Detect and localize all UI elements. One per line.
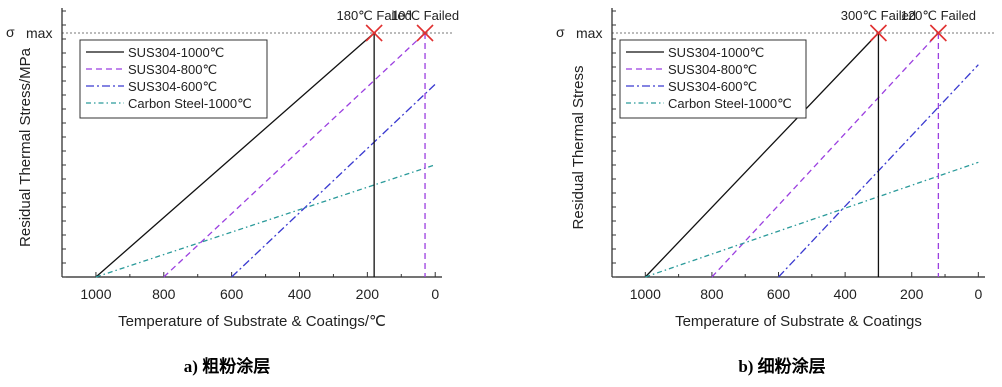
x-tick-label: 800: [700, 286, 724, 302]
legend-label: SUS304-600℃: [128, 79, 217, 94]
y-max-label: σ: [556, 24, 565, 40]
failure-x-marker: [929, 24, 947, 42]
x-tick-label: 400: [833, 286, 857, 302]
failure-annotation: 300℃ Failed: [841, 8, 916, 23]
y-max-label: σ: [6, 24, 15, 40]
x-tick-label: 600: [220, 286, 244, 302]
failure-x-stroke: [929, 24, 947, 42]
x-tick-label: 400: [288, 286, 312, 302]
failure-annotation: 120℃ Failed: [901, 8, 976, 23]
legend-label: SUS304-800℃: [668, 62, 757, 77]
series-line-0: [644, 32, 879, 278]
x-tick-label: 1000: [80, 286, 111, 302]
legend-label: SUS304-1000℃: [128, 45, 224, 60]
series-line-3: [95, 164, 436, 278]
panel-caption: a) 粗粉涂层: [184, 356, 270, 376]
series-line-3: [645, 161, 979, 278]
x-tick-label: 600: [767, 286, 791, 302]
x-tick-label: 200: [356, 286, 380, 302]
failure-x-stroke: [869, 24, 887, 42]
legend-box: [619, 39, 807, 119]
x-axis-title: Temperature of Substrate & Coatings: [675, 313, 922, 330]
legend-label: SUS304-1000℃: [668, 45, 764, 60]
series-line-0: [95, 32, 375, 278]
panel-caption: b) 细粉涂层: [738, 356, 825, 376]
legend-label: SUS304-800℃: [128, 62, 217, 77]
y-axis-title: Residual Thermal Stress: [570, 66, 587, 230]
y-axis-title: Residual Thermal Stress/MPa: [17, 47, 34, 247]
series-line-2: [231, 83, 436, 278]
failure-x-marker: [365, 24, 383, 42]
failure-x-stroke: [365, 24, 383, 42]
failure-annotation: 180℃ Failed: [336, 8, 411, 23]
x-tick-label: 200: [900, 286, 924, 302]
legend-label: SUS304-600℃: [668, 79, 757, 94]
failure-annotation: 10℃ Failed: [391, 8, 459, 23]
y-max-label-subscript: max: [26, 25, 52, 41]
legend-label: Carbon Steel-1000℃: [128, 96, 252, 111]
failure-x-marker: [869, 24, 887, 42]
failure-x-stroke: [416, 24, 434, 42]
x-tick-label: 0: [974, 286, 982, 302]
x-tick-label: 800: [152, 286, 176, 302]
x-axis-title: Temperature of Substrate & Coatings/℃: [118, 313, 386, 330]
legend-label: Carbon Steel-1000℃: [668, 96, 792, 111]
x-tick-label: 1000: [630, 286, 661, 302]
y-max-label-subscript: max: [576, 25, 602, 41]
x-tick-label: 0: [431, 286, 439, 302]
failure-x-marker: [416, 24, 434, 42]
series-line-1: [711, 32, 939, 278]
legend-box: [79, 39, 268, 119]
